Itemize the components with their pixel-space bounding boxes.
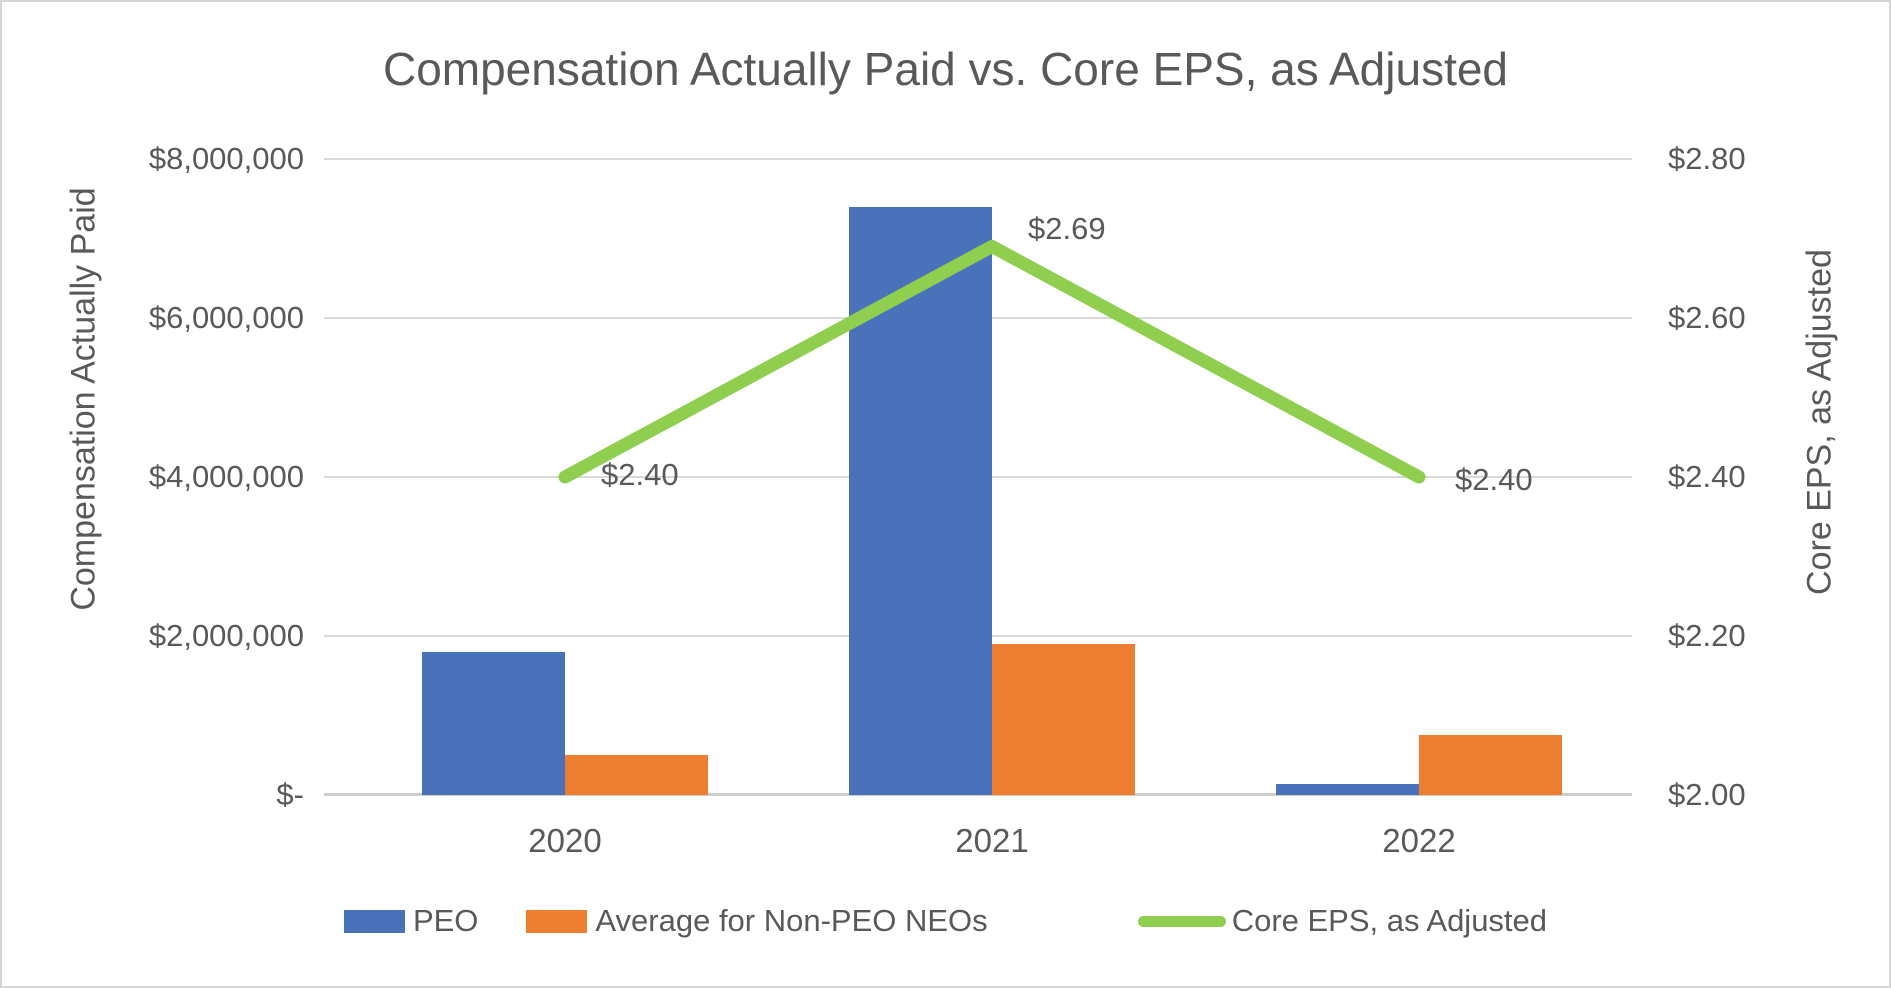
plot-area xyxy=(324,158,1632,796)
chart-title: Compensation Actually Paid vs. Core EPS,… xyxy=(382,43,1509,95)
right-axis-tick-label: $2.40 xyxy=(1668,459,1746,494)
legend-item-peo: PEO xyxy=(343,903,479,939)
right-axis-tick-label: $2.00 xyxy=(1668,777,1746,812)
left-axis-title: Compensation Actually Paid xyxy=(64,187,103,611)
x-axis-label-2020: 2020 xyxy=(528,822,602,859)
legend-swatch-core-eps-as-adjusted xyxy=(1137,915,1226,927)
legend-swatch-peo xyxy=(343,909,405,933)
legend-label: Average for Non-PEO NEOs xyxy=(595,903,988,938)
left-axis-tick-label: $4,000,000 xyxy=(148,459,304,494)
eps-data-label-2021: $2.69 xyxy=(1028,211,1106,247)
right-axis-tick-label: $2.20 xyxy=(1668,618,1746,653)
legend: PEO Average for Non-PEO NEOs Core EPS, as … xyxy=(2,903,1889,939)
x-axis-label-2021: 2021 xyxy=(955,822,1029,859)
eps-data-label-2022: $2.40 xyxy=(1455,462,1533,497)
right-axis-tick-label: $2.60 xyxy=(1668,300,1746,335)
x-axis-label-2022: 2022 xyxy=(1382,822,1456,859)
eps-line xyxy=(558,239,1426,484)
legend-item-average-for-non-peo-neos: Average for Non-PEO NEOs xyxy=(526,903,988,939)
bar-average-for-non-peo-neos-2020 xyxy=(565,755,708,795)
eps-data-label-2020: $2.40 xyxy=(601,457,679,492)
gridline xyxy=(324,158,1632,160)
bar-average-for-non-peo-neos-2022 xyxy=(1419,735,1562,795)
right-axis-tick-label: $2.80 xyxy=(1668,141,1746,176)
legend-label: Core EPS, as Adjusted xyxy=(1231,903,1548,938)
legend-label: PEO xyxy=(412,903,479,938)
right-axis-title: Core EPS, as Adjusted xyxy=(1800,249,1839,595)
legend-item-core-eps-as-adjusted: Core EPS, as Adjusted xyxy=(1137,903,1548,939)
left-axis-tick-label: $- xyxy=(276,777,304,812)
bar-peo-2022 xyxy=(1276,783,1419,795)
left-axis-tick-label: $6,000,000 xyxy=(148,300,304,335)
left-axis-tick-label: $2,000,000 xyxy=(148,618,304,653)
bar-average-for-non-peo-neos-2021 xyxy=(992,643,1135,795)
legend-swatch-average-for-non-peo-neos xyxy=(526,909,588,933)
bar-peo-2020 xyxy=(422,651,565,795)
eps-line-chart xyxy=(558,239,1426,484)
left-axis-tick-label: $8,000,000 xyxy=(148,141,304,176)
